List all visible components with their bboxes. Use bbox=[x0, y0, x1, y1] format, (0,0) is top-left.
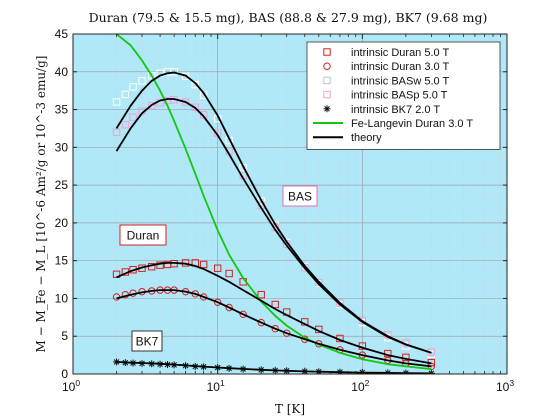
y-axis-label: M − M_Fe − M_L [10^-6 Am²/g or 10^-3 emu… bbox=[34, 56, 48, 353]
legend-entry: intrinsic Duran 5.0 T bbox=[323, 47, 450, 59]
data-point bbox=[181, 72, 190, 81]
data-point bbox=[156, 261, 164, 269]
y-tick-label: 45 bbox=[55, 27, 69, 41]
data-point bbox=[199, 111, 208, 119]
legend: intrinsic Duran 5.0 T intrinsic Duran 3.0… bbox=[306, 41, 501, 150]
legend-label: intrinsic BK7 2.0 T bbox=[351, 104, 440, 116]
x-tick-label: 103 bbox=[496, 378, 514, 394]
y-tick-label: 20 bbox=[55, 216, 69, 230]
x-axis-label: T [K] bbox=[275, 402, 305, 416]
y-tick-label: 0 bbox=[61, 367, 68, 381]
legend-label: Fe-Langevin Duran 3.0 T bbox=[351, 118, 473, 130]
legend-entry: Fe-Langevin Duran 3.0 T bbox=[313, 118, 473, 130]
data-point bbox=[213, 298, 222, 306]
annotation-box bbox=[119, 224, 167, 246]
y-tick-label: 10 bbox=[55, 291, 69, 305]
data-point bbox=[257, 290, 265, 299]
data-point bbox=[323, 76, 331, 85]
data-point bbox=[301, 263, 309, 272]
data-point bbox=[148, 71, 156, 80]
annotation-box bbox=[131, 330, 163, 352]
annotation-text: BK7 bbox=[136, 335, 159, 349]
annotation-bk7: BK7 bbox=[131, 330, 163, 352]
y-tick-label: 5 bbox=[61, 329, 68, 343]
x-tick-label: 101 bbox=[207, 378, 225, 394]
data-point bbox=[282, 329, 291, 337]
plot-frame bbox=[72, 33, 508, 375]
series-theory bbox=[115, 98, 432, 354]
data-point bbox=[336, 299, 344, 307]
data-point bbox=[129, 113, 137, 121]
legend-entry: intrinsic Duran 3.0 T bbox=[323, 61, 450, 73]
annotation-box bbox=[282, 185, 318, 207]
series-layer bbox=[112, 34, 436, 374]
y-tick-label: 15 bbox=[55, 254, 69, 268]
data-point bbox=[148, 102, 156, 110]
annotation-text: BAS bbox=[288, 190, 312, 204]
legend-label: intrinsic Duran 5.0 T bbox=[351, 47, 450, 59]
chart-title: Duran (79.5 & 15.5 mg), BAS (88.8 & 27.9… bbox=[89, 10, 488, 25]
data-point bbox=[323, 90, 331, 99]
legend-label: intrinsic BASp 5.0 T bbox=[351, 90, 448, 102]
annotation-text: Duran bbox=[127, 229, 160, 243]
data-point bbox=[323, 62, 331, 70]
series-theory bbox=[115, 71, 432, 354]
data-point bbox=[239, 310, 247, 319]
annotation-duran: Duran bbox=[119, 224, 167, 246]
legend-entry: intrinsic BASp 5.0 T bbox=[323, 90, 448, 102]
data-point bbox=[121, 120, 130, 129]
data-point bbox=[112, 98, 121, 106]
y-axis-label-text: M − M_Fe − M_L [10^-6 Am²/g or 10^-3 emu… bbox=[34, 56, 48, 353]
data-point bbox=[257, 318, 265, 327]
data-point bbox=[271, 324, 279, 333]
series-theory bbox=[116, 262, 432, 365]
x-tick-label: 100 bbox=[62, 378, 80, 394]
series-theory bbox=[116, 289, 432, 368]
y-tick-label: 40 bbox=[55, 65, 69, 79]
data-point bbox=[170, 68, 178, 76]
legend-entry: intrinsic BASw 5.0 T bbox=[323, 75, 450, 87]
axis-ticks: 0 5 10 15 20 25 30 35 40 45 100 101 102 103 bbox=[55, 27, 515, 394]
legend-label: theory bbox=[351, 132, 382, 144]
legend-box bbox=[306, 41, 501, 150]
x-axis-label-text: T [K] bbox=[275, 402, 305, 416]
data-point bbox=[199, 260, 208, 269]
data-point bbox=[271, 300, 279, 309]
annotation-bas: BAS bbox=[282, 185, 318, 207]
data-point bbox=[129, 83, 137, 91]
legend-entry: intrinsic BK7 2.0 T bbox=[323, 104, 440, 116]
legend-entry: theory bbox=[313, 132, 382, 144]
data-point bbox=[213, 264, 222, 272]
y-tick-label: 30 bbox=[55, 140, 69, 154]
data-point bbox=[225, 303, 233, 312]
data-point bbox=[323, 105, 331, 113]
y-tick-label: 25 bbox=[55, 178, 69, 192]
series-fe-langevin-duran-3-0-t bbox=[115, 34, 432, 370]
data-point bbox=[315, 278, 323, 287]
legend-label: intrinsic Duran 3.0 T bbox=[351, 61, 450, 73]
data-point bbox=[225, 269, 233, 278]
x-tick-label: 102 bbox=[351, 378, 369, 394]
data-point bbox=[112, 128, 121, 136]
y-tick-label: 35 bbox=[55, 103, 69, 117]
data-point bbox=[199, 293, 208, 301]
series-theory bbox=[116, 361, 432, 374]
data-point bbox=[323, 48, 331, 56]
data-point bbox=[191, 80, 199, 89]
annotations: BAS Duran BK7 bbox=[119, 185, 318, 352]
data-point bbox=[138, 77, 146, 85]
data-point bbox=[112, 270, 121, 278]
legend-label: intrinsic BASw 5.0 T bbox=[351, 75, 450, 87]
data-point bbox=[191, 103, 199, 111]
data-point bbox=[121, 90, 130, 99]
asterisk-stroke bbox=[324, 105, 330, 112]
